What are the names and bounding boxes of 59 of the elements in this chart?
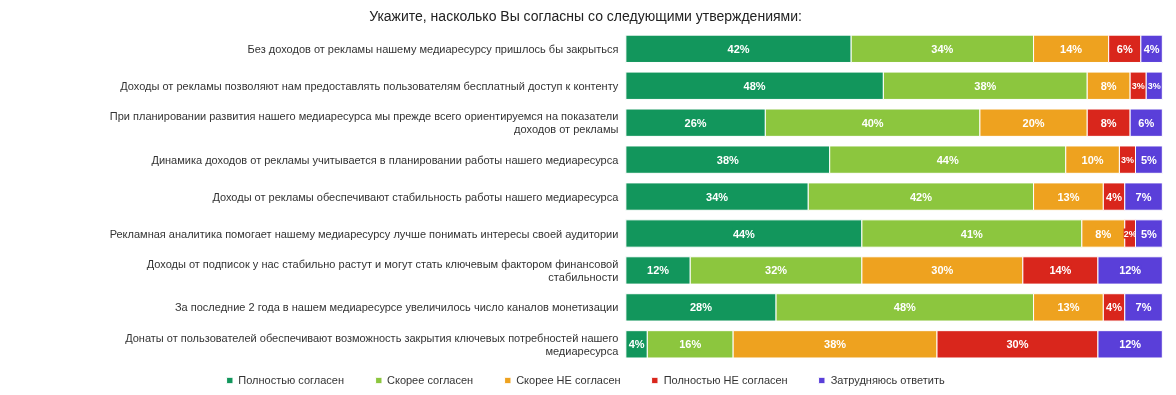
data-label: 13% bbox=[1057, 190, 1080, 203]
data-label: 3% bbox=[1131, 80, 1145, 91]
y-tick-label: Доходы от рекламы обеспечивают стабильность работы нашего медиаресурса bbox=[212, 190, 620, 203]
legend-label: Скорее согласен bbox=[387, 374, 474, 386]
y-tick-label: Доходы от рекламы позволяют нам предоставлять пользователям бесплатный доступ к контенту bbox=[120, 79, 619, 92]
data-label: 7% bbox=[1135, 190, 1152, 203]
data-label: 41% bbox=[960, 227, 984, 240]
legend-label: Скорее НЕ согласен bbox=[516, 374, 621, 386]
data-label: 4% bbox=[1106, 301, 1123, 314]
data-label: 16% bbox=[679, 338, 702, 351]
data-label: 32% bbox=[765, 264, 788, 277]
data-label: 3% bbox=[1147, 80, 1161, 91]
data-label: 4% bbox=[1106, 190, 1123, 203]
data-label: 7% bbox=[1135, 301, 1152, 314]
data-label: 6% bbox=[1138, 116, 1155, 129]
data-label: 8% bbox=[1100, 116, 1117, 129]
y-tick-label: Доходы от подписок у нас стабильно растут и могут стать ключевым фактором финансовой стабильности bbox=[146, 257, 619, 284]
data-label: 44% bbox=[936, 153, 959, 166]
y-tick-label: Донаты от пользователей обеспечивают возможность закрытия ключевых потребностей нашего медиаресурса bbox=[125, 331, 620, 357]
data-label: 5% bbox=[1140, 227, 1158, 240]
data-label: 6% bbox=[1116, 42, 1133, 55]
data-label: 30% bbox=[931, 264, 954, 277]
data-label: 4% bbox=[1143, 42, 1160, 55]
data-label: 12% bbox=[1119, 338, 1142, 351]
data-label: 5% bbox=[1140, 153, 1158, 166]
data-label: 48% bbox=[743, 79, 766, 92]
data-label: 44% bbox=[732, 227, 756, 240]
y-tick-label: При планировании развития нашего медиаресурса мы прежде всего ориентируемся на показатели доходов от рекламы bbox=[109, 110, 619, 136]
legend-label: Полностью согласен bbox=[238, 374, 345, 386]
data-label: 20% bbox=[1022, 116, 1045, 129]
chart-title: Укажите, насколько Вы согласны со следующими утверждениями: bbox=[369, 7, 802, 24]
data-label: 42% bbox=[727, 42, 750, 55]
data-label: 8% bbox=[1095, 227, 1112, 240]
y-tick-label: За последние 2 года в нашем медиаресурсе увеличилось число каналов монетизации bbox=[174, 301, 619, 314]
y-tick-label: Без доходов от рекламы нашему медиаресурсу пришлось бы закрыться bbox=[247, 42, 619, 55]
data-label: 38% bbox=[824, 338, 847, 351]
data-label: 48% bbox=[893, 301, 917, 314]
legend-label: Затрудняюсь ответить bbox=[830, 374, 945, 386]
y-tick-label: Рекламная аналитика помогает нашему медиаресурсу лучше понимать интересы своей аудитории bbox=[109, 227, 619, 240]
data-label: 34% bbox=[931, 42, 954, 55]
data-label: 34% bbox=[706, 190, 729, 203]
data-label: 13% bbox=[1057, 301, 1080, 314]
data-label: 3% bbox=[1120, 154, 1134, 165]
data-label: 12% bbox=[647, 264, 670, 277]
data-label: 8% bbox=[1100, 79, 1117, 92]
data-label: 10% bbox=[1081, 153, 1104, 166]
data-label: 12% bbox=[1119, 264, 1142, 277]
data-label: 28% bbox=[689, 301, 713, 314]
legend-label: Полностью НЕ согласен bbox=[663, 374, 788, 386]
data-label: 38% bbox=[974, 79, 997, 92]
data-label: 30% bbox=[1006, 338, 1029, 351]
data-label: 40% bbox=[861, 116, 884, 129]
data-label: 42% bbox=[909, 190, 933, 203]
data-label: 26% bbox=[684, 116, 707, 129]
data-label: 38% bbox=[716, 153, 740, 166]
data-label: 4% bbox=[628, 338, 645, 351]
data-label: 14% bbox=[1049, 264, 1072, 277]
data-label: 14% bbox=[1060, 42, 1083, 55]
y-tick-label: Динамика доходов от рекламы учитывается в планировании работы нашего медиаресурса bbox=[151, 153, 620, 166]
